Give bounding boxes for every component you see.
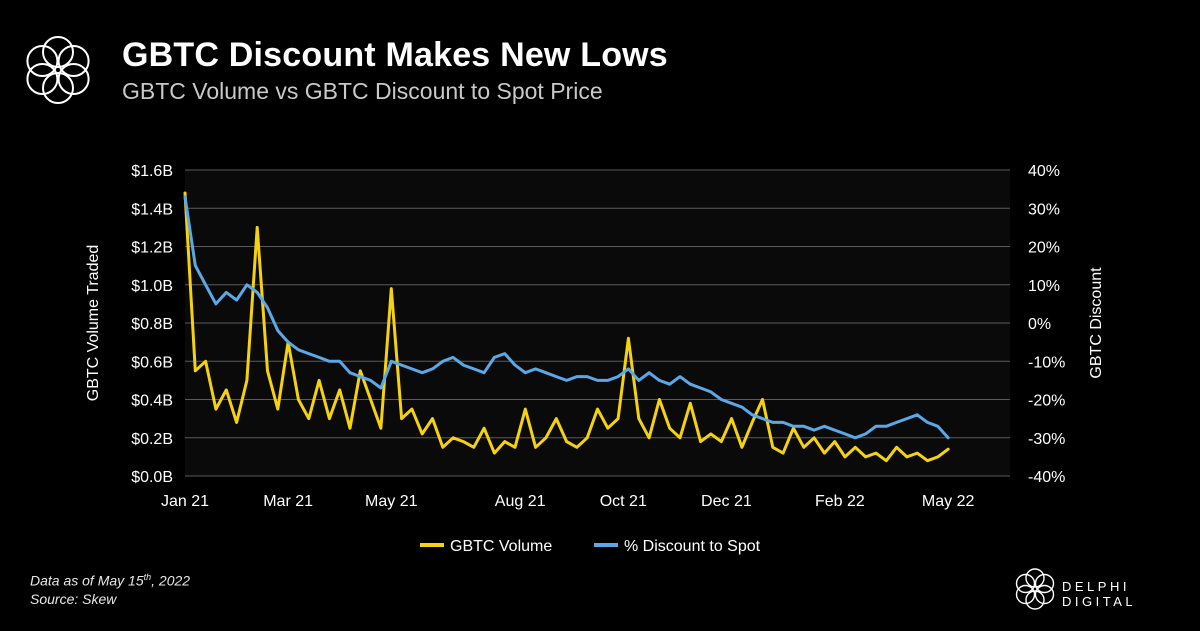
right-tick-label: 30% bbox=[1028, 201, 1060, 218]
left-tick-label: $1.2B bbox=[131, 240, 173, 257]
left-tick-label: $0.0B bbox=[131, 469, 173, 486]
grid-lines bbox=[185, 169, 1010, 477]
x-tick-label: Feb 22 bbox=[815, 493, 865, 510]
x-tick-label: May 21 bbox=[365, 493, 418, 510]
right-tick-label: -20% bbox=[1028, 393, 1065, 410]
chart-title: GBTC Discount Makes New Lows bbox=[122, 36, 668, 74]
footnote: Data as of May 15th, 2022 Source: Skew bbox=[30, 568, 190, 608]
right-tick-label: 20% bbox=[1028, 240, 1060, 257]
series-line-gbtc-volume bbox=[183, 191, 950, 463]
right-axis-label: GBTC Discount bbox=[1088, 267, 1105, 379]
data-note-sup: th bbox=[143, 572, 152, 582]
left-tick-label: $1.4B bbox=[131, 201, 173, 218]
legend-label-discount: % Discount to Spot bbox=[624, 538, 761, 555]
right-tick-label: -40% bbox=[1028, 469, 1065, 486]
delphi-logo-icon bbox=[26, 36, 90, 104]
x-tick-label: Oct 21 bbox=[600, 493, 647, 510]
source-note: Source: Skew bbox=[30, 590, 117, 607]
left-tick-label: $0.4B bbox=[131, 393, 173, 410]
right-tick-label: 40% bbox=[1028, 163, 1060, 180]
left-tick-label: $1.6B bbox=[131, 163, 173, 180]
series-layer bbox=[183, 191, 950, 463]
chart-subtitle: GBTC Volume vs GBTC Discount to Spot Pri… bbox=[122, 78, 603, 104]
right-tick-label: 10% bbox=[1028, 278, 1060, 295]
x-tick-label: Dec 21 bbox=[701, 493, 752, 510]
data-note-prefix: Data as of May 15 bbox=[30, 572, 144, 589]
brand-logo-icon bbox=[1015, 568, 1055, 610]
left-tick-label: $0.2B bbox=[131, 431, 173, 448]
brand-name: DELPHI DIGITAL bbox=[1062, 579, 1137, 609]
data-as-of-note: Data as of May 15th, 2022 bbox=[30, 568, 190, 590]
right-tick-label: -10% bbox=[1028, 354, 1065, 371]
x-tick-label: Aug 21 bbox=[495, 493, 546, 510]
data-note-suffix: , 2022 bbox=[151, 572, 191, 589]
right-axis-ticks: -40% -30% -20% -10% 0% 10% 20% 30% 40% bbox=[1028, 163, 1065, 486]
x-axis-ticks: Jan 21 Mar 21 May 21 Aug 21 Oct 21 Dec 21 Feb … bbox=[161, 493, 974, 510]
legend-label-volume: GBTC Volume bbox=[450, 538, 552, 555]
x-tick-label: Jan 21 bbox=[161, 493, 209, 510]
right-tick-label: 0% bbox=[1028, 316, 1051, 333]
right-tick-label: -30% bbox=[1028, 431, 1065, 448]
left-axis-label: GBTC Volume Traded bbox=[85, 245, 102, 402]
left-tick-label: $1.0B bbox=[131, 278, 173, 295]
left-tick-label: $0.6B bbox=[131, 354, 173, 371]
x-tick-label: May 22 bbox=[922, 493, 975, 510]
x-tick-label: Mar 21 bbox=[263, 493, 313, 510]
left-tick-label: $0.8B bbox=[131, 316, 173, 333]
legend: GBTC Volume % Discount to Spot bbox=[420, 538, 761, 555]
left-axis-ticks: $0.0B $0.2B $0.4B $0.6B $0.8B $1.0B $1.2B $1.4B… bbox=[131, 163, 173, 486]
series-line-discount-to-spot bbox=[183, 195, 950, 440]
